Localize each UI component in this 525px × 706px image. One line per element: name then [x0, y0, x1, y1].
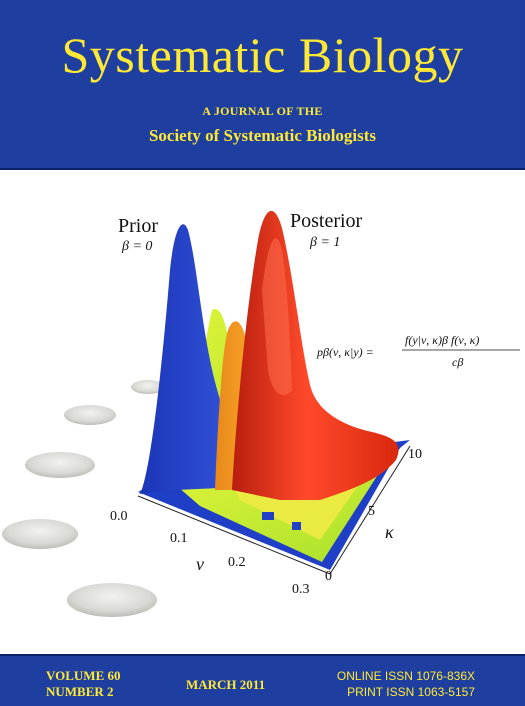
kappa-axis-line — [329, 445, 411, 575]
journal-title: Systematic Biology — [61, 27, 464, 83]
equation-lhs: pβ(ν, κ|y) = — [316, 345, 374, 359]
posterior-label: Posterior — [290, 210, 363, 232]
nu-axis-label: ν — [196, 554, 204, 574]
nu-tick-label: 0.2 — [228, 555, 246, 570]
posterior-beta: β = 1 — [309, 235, 340, 250]
society-name: Society of Systematic Biologists — [148, 126, 377, 145]
issn-info: ONLINE ISSN 1076-836X PRINT ISSN 1063-51… — [337, 668, 475, 700]
online-issn: ONLINE ISSN 1076-836X — [336, 669, 475, 683]
prior-label: Prior — [118, 215, 158, 237]
kappa-axis-label: κ — [385, 522, 394, 542]
issue-date: MARCH 2011 — [186, 677, 266, 692]
nu-tick-label: 0.3 — [292, 582, 310, 597]
volume-info: VOLUME 60 NUMBER 2 — [46, 668, 121, 700]
cover-illustration: Prior β = 0 Posterior β = 1 pβ(ν, κ|y) =… — [2, 210, 520, 617]
decorative-disc — [131, 380, 165, 394]
equation-numerator: f(y|ν, κ)β f(ν, κ) — [405, 333, 479, 347]
equation-denominator: cβ — [452, 355, 463, 369]
nu-axis-line — [137, 495, 331, 575]
decorative-disc — [64, 405, 116, 425]
print-issn: PRINT ISSN 1063-5157 — [347, 685, 475, 699]
journal-header: Systematic Biology A JOURNAL OF THE Soci… — [0, 0, 525, 170]
volume-number: VOLUME 60 — [46, 668, 121, 683]
journal-subtitle: A JOURNAL OF THE — [202, 104, 323, 118]
decorative-disc — [2, 519, 78, 549]
floor-patch — [292, 522, 301, 530]
decorative-disc — [25, 452, 95, 478]
issue-number: NUMBER 2 — [46, 684, 114, 699]
nu-tick-label: 0.1 — [170, 531, 188, 546]
kappa-tick-label: 10 — [408, 447, 422, 462]
kappa-tick-label: 0 — [325, 569, 332, 584]
nu-tick-label: 0.0 — [110, 509, 128, 524]
posterior-highlight — [262, 238, 292, 396]
decorative-disc — [67, 583, 157, 617]
prior-beta: β = 0 — [121, 239, 152, 254]
kappa-tick-label: 5 — [368, 504, 375, 519]
journal-footer: VOLUME 60 NUMBER 2 MARCH 2011 ONLINE ISS… — [0, 654, 525, 706]
floor-patch — [262, 512, 274, 520]
